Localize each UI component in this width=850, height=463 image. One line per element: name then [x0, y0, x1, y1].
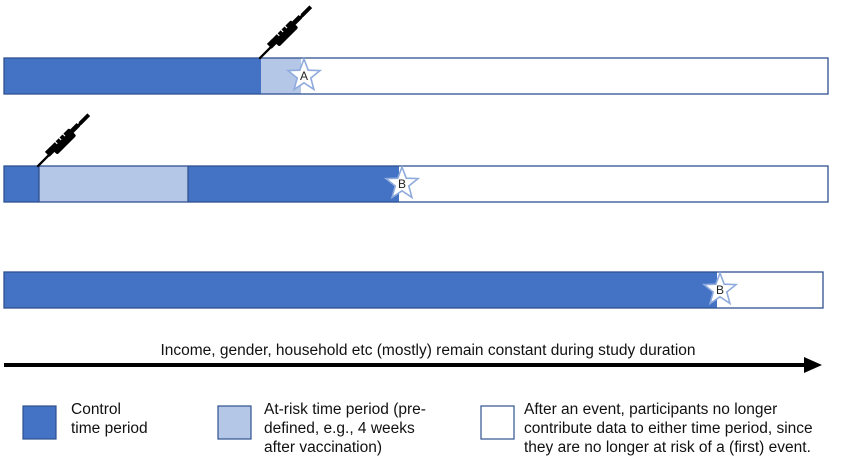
event-star-icon: [285, 56, 323, 92]
legend-swatch-after-event: [480, 405, 515, 440]
event-marker-label: A: [300, 69, 308, 83]
timeline-1-border: [3, 57, 829, 95]
control-period-segment: [4, 58, 261, 94]
arrow-head-icon: [804, 357, 822, 373]
event-marker-label: B: [716, 283, 724, 297]
after-event-segment: [717, 272, 823, 308]
after-event-segment: [301, 58, 828, 94]
timeline-3-border: [3, 271, 824, 309]
time-arrow: Income, gender, household etc (mostly) r…: [4, 342, 822, 373]
legend-at-risk-line2: defined, e.g., 4 weeks: [264, 420, 415, 437]
legend-at-risk-line3: after vaccination): [264, 439, 382, 456]
timeline-3: B: [3, 270, 824, 309]
legend-at-risk-line1: At-risk time period (pre-: [264, 401, 426, 418]
legend-after-event-line3: they are no longer at risk of a (first) …: [524, 439, 811, 456]
legend-swatch-control: [22, 405, 57, 440]
timeline-2-border: [3, 165, 829, 203]
event-star-icon: [701, 270, 739, 306]
event-marker-label: B: [398, 177, 406, 191]
syringe-icon: [36, 111, 92, 168]
legend-item-at-risk: At-risk time period (pre- defined, e.g.,…: [217, 401, 426, 456]
legend: Control time period At-risk time period …: [22, 401, 813, 456]
legend-control-line1: Control: [71, 401, 121, 418]
legend-after-event-line2: contribute data to either time period, s…: [524, 420, 813, 437]
event-star-icon: [383, 164, 421, 200]
at-risk-period-segment: [39, 166, 188, 202]
control-period-segment: [4, 272, 717, 308]
timeline-2: B: [3, 111, 829, 203]
control-period-segment: [4, 166, 39, 202]
timeline-1: A: [3, 3, 829, 95]
time-arrow-caption: Income, gender, household etc (mostly) r…: [160, 342, 695, 359]
legend-item-after-event: After an event, participants no longer c…: [480, 401, 813, 456]
syringe-icon: [258, 3, 314, 60]
after-event-segment: [399, 166, 828, 202]
legend-control-line2: time period: [71, 420, 148, 437]
legend-item-control: Control time period: [22, 401, 148, 440]
legend-swatch-at-risk: [217, 405, 252, 440]
control-period-segment: [188, 166, 399, 202]
legend-after-event-line1: After an event, participants no longer: [524, 401, 777, 418]
